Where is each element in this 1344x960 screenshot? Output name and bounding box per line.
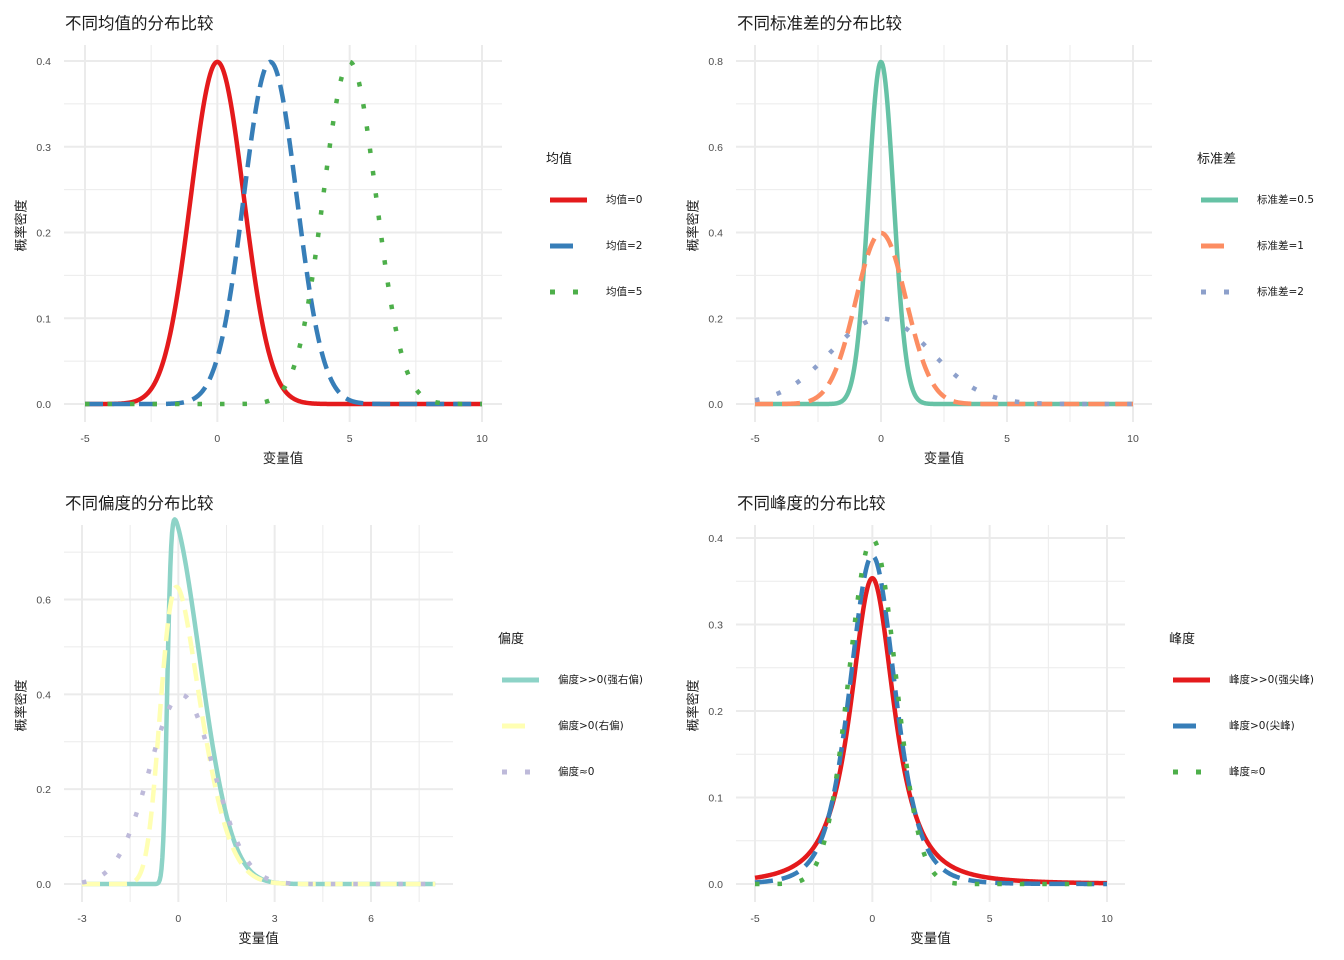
series-line-3: [83, 59, 484, 407]
chart-title: 不同标准差的分布比较: [737, 14, 902, 33]
y-tick-label: 0.4: [708, 228, 723, 240]
y-tick-label: 0.2: [708, 313, 723, 325]
legend-label: 均值=2: [606, 240, 643, 252]
x-tick-label: 0: [214, 433, 220, 445]
x-tick-label: 3: [272, 913, 278, 925]
x-tick-label: 5: [987, 913, 993, 925]
x-tick-label: 0: [878, 433, 884, 445]
x-axis-label: 变量值: [923, 451, 965, 467]
legend-title: 偏度: [498, 632, 525, 647]
legend-key-line: [1201, 243, 1224, 249]
y-tick-label: 0.1: [36, 313, 51, 325]
y-tick-label: 0.2: [36, 784, 51, 796]
legend-label: 峰度>0(尖峰): [1229, 720, 1295, 732]
y-tick-label: 0.3: [36, 142, 51, 154]
x-tick-label: 5: [347, 433, 353, 445]
x-tick-label: 10: [1101, 913, 1113, 925]
legend-label: 峰度>>0(强尖峰): [1229, 674, 1314, 686]
legend-key-line: [550, 197, 587, 203]
legend-key-line: [1173, 723, 1196, 729]
legend-key-line: [1173, 769, 1203, 775]
x-axis-label: 变量值: [910, 931, 951, 947]
y-tick-label: 0.0: [708, 879, 723, 891]
y-tick-label: 0.4: [36, 689, 51, 701]
x-tick-label: -5: [80, 433, 89, 445]
chart-title: 不同偏度的分布比较: [65, 494, 214, 513]
y-tick-label: 0.2: [708, 706, 723, 718]
legend-key-line: [502, 723, 525, 729]
legend-label: 偏度≈0: [558, 766, 595, 778]
legend-title: 峰度: [1169, 632, 1196, 647]
legend-key-line: [502, 769, 532, 775]
x-axis-label: 变量值: [238, 931, 279, 947]
series-line-2: [753, 553, 1109, 887]
x-tick-label: -5: [750, 913, 759, 925]
chart-title: 不同均值的分布比较: [65, 14, 214, 33]
y-tick-label: 0.0: [708, 399, 723, 411]
series-line-2: [80, 584, 437, 887]
y-tick-label: 0.1: [708, 793, 723, 805]
y-tick-label: 0.8: [708, 56, 723, 68]
legend-label: 均值=5: [606, 286, 643, 298]
x-tick-label: 0: [175, 913, 181, 925]
legend-label: 标准差=2: [1257, 286, 1304, 298]
x-tick-label: 10: [1127, 433, 1139, 445]
y-axis-label: 概率密度: [686, 679, 702, 732]
legend-key-line: [550, 289, 580, 295]
legend-title: 标准差: [1197, 152, 1237, 167]
y-tick-label: 0.6: [708, 142, 723, 154]
x-axis-label: 变量值: [262, 451, 304, 467]
y-tick-label: 0.6: [36, 595, 51, 607]
legend-label: 偏度>0(右偏): [558, 720, 624, 732]
x-tick-label: 5: [1004, 433, 1010, 445]
x-tick-label: 0: [869, 913, 875, 925]
y-tick-label: 0.2: [36, 228, 51, 240]
series-line-1: [753, 575, 1109, 886]
legend-label: 偏度>>0(强右偏): [558, 674, 643, 686]
y-tick-label: 0.0: [36, 399, 51, 411]
x-tick-label: 10: [476, 433, 488, 445]
legend-title: 均值: [546, 152, 573, 167]
chart-title: 不同峰度的分布比较: [737, 494, 886, 513]
legend-label: 标准差=1: [1257, 240, 1304, 252]
legend-key-line: [1201, 197, 1238, 203]
series-line-2: [753, 230, 1135, 407]
x-tick-label: -5: [750, 433, 759, 445]
legend-key-line: [1201, 289, 1231, 295]
x-tick-label: -3: [77, 913, 86, 925]
legend-key-line: [550, 243, 573, 249]
legend-label: 标准差=0.5: [1257, 194, 1314, 206]
legend-key-line: [1173, 677, 1210, 683]
y-tick-label: 0.4: [36, 56, 51, 68]
y-tick-label: 0.0: [36, 879, 51, 891]
y-tick-label: 0.3: [708, 620, 723, 632]
legend-label: 峰度≈0: [1229, 766, 1266, 778]
x-tick-label: 6: [368, 913, 374, 925]
y-tick-label: 0.4: [708, 533, 723, 545]
legend-label: 均值=0: [606, 194, 643, 206]
legend-key-line: [502, 677, 539, 683]
series-line-2: [83, 59, 484, 407]
series-line-3: [80, 692, 437, 887]
